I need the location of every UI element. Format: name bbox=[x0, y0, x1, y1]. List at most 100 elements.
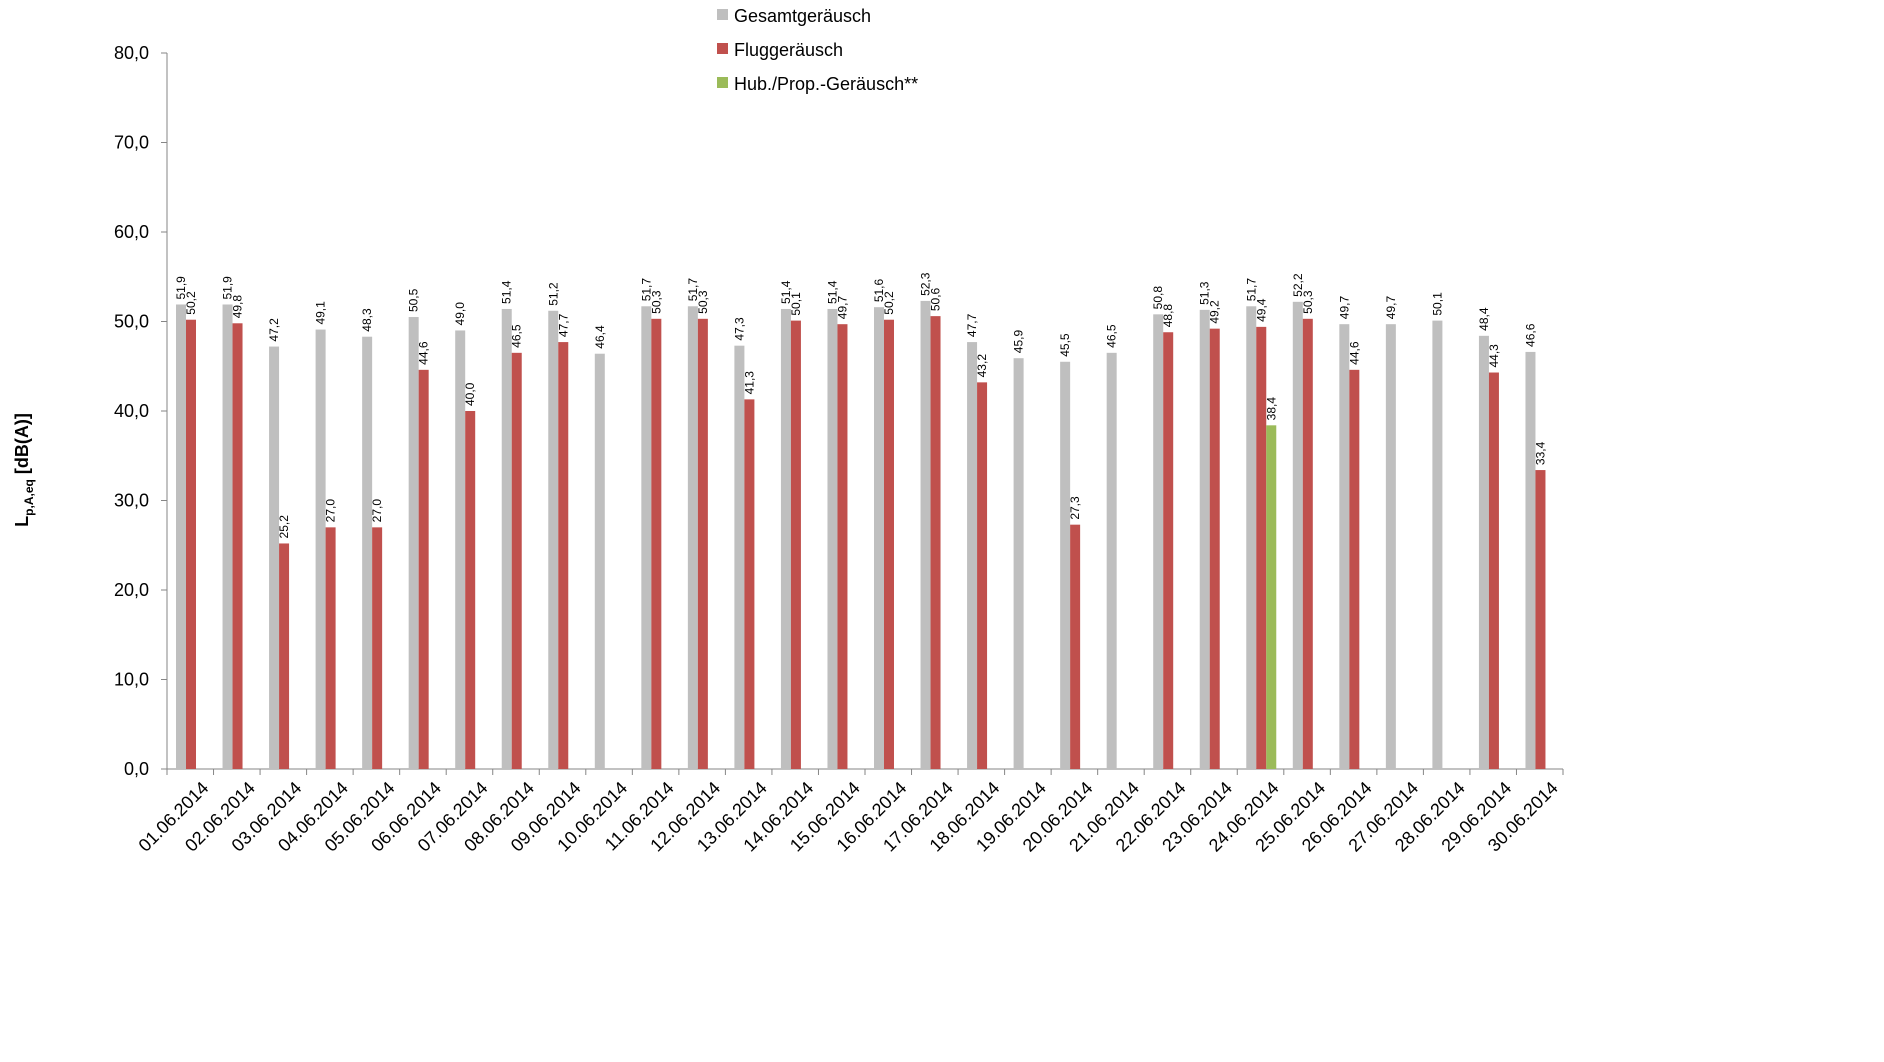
y-tick-label: 0,0 bbox=[124, 759, 149, 779]
data-label: 51,3 bbox=[1198, 281, 1212, 305]
y-tick-label: 70,0 bbox=[114, 133, 149, 153]
bar-flug bbox=[837, 324, 848, 769]
bar-gesamt bbox=[548, 310, 559, 769]
bar-flug bbox=[651, 318, 662, 769]
data-label: 50,8 bbox=[1151, 286, 1165, 310]
data-label: 46,6 bbox=[1523, 323, 1537, 347]
data-label: 49,7 bbox=[1337, 296, 1351, 320]
bar-flug bbox=[372, 527, 383, 769]
bar-flug bbox=[1488, 372, 1499, 769]
bar-gesamt bbox=[1385, 324, 1396, 769]
bar-flug bbox=[1209, 328, 1220, 769]
bars: 51,9 51,9 47,2 49,1 48,3 50,5 49,0 51,4 51,2 46,4… bbox=[174, 272, 1547, 769]
data-label: 51,7 bbox=[1244, 278, 1258, 302]
bar-gesamt bbox=[176, 304, 186, 769]
data-label: 27,3 bbox=[1068, 496, 1082, 520]
data-label: 49,2 bbox=[1208, 300, 1222, 324]
data-label: 45,9 bbox=[1012, 330, 1026, 354]
y-tick-label: 50,0 bbox=[114, 312, 149, 332]
data-label: 46,5 bbox=[1105, 324, 1119, 348]
bar-gesamt bbox=[455, 330, 466, 769]
bar-gesamt bbox=[780, 308, 791, 769]
y-tick-label: 80,0 bbox=[114, 43, 149, 63]
data-label: 49,7 bbox=[1384, 296, 1398, 320]
data-label: 48,4 bbox=[1477, 307, 1491, 331]
data-label: 51,9 bbox=[174, 276, 188, 300]
data-label: 51,4 bbox=[500, 280, 514, 304]
bar-flug bbox=[884, 319, 894, 769]
bar-gesamt bbox=[641, 306, 652, 769]
legend-entry: Hub./Prop.-Geräusch** bbox=[734, 74, 918, 94]
data-label: 49,1 bbox=[314, 301, 328, 325]
data-label: 44,3 bbox=[1487, 344, 1501, 368]
bar-flug bbox=[279, 543, 290, 769]
bar-flug bbox=[325, 527, 336, 769]
bar-flug bbox=[977, 382, 988, 769]
bar-gesamt bbox=[501, 308, 512, 769]
data-label: 47,7 bbox=[965, 313, 979, 337]
data-label: 50,6 bbox=[929, 287, 943, 311]
bar-gesamt bbox=[1525, 351, 1536, 769]
bar-flug bbox=[232, 323, 243, 769]
y-axis-title-unit: [dB(A)] bbox=[12, 413, 32, 479]
bar-gesamt bbox=[874, 307, 884, 769]
bar-gesamt bbox=[1060, 361, 1071, 769]
bar-flug bbox=[465, 411, 476, 769]
bar-gesamt bbox=[1478, 335, 1489, 769]
y-tick-label: 10,0 bbox=[114, 670, 149, 690]
data-label: 27,0 bbox=[324, 499, 338, 523]
bar-gesamt bbox=[967, 342, 978, 769]
data-label: 48,3 bbox=[360, 308, 374, 332]
bar-gesamt bbox=[1432, 320, 1443, 769]
bar-flug bbox=[744, 399, 755, 769]
data-label: 46,4 bbox=[593, 325, 607, 349]
y-axis-title-main: L bbox=[12, 516, 32, 527]
data-label: 49,0 bbox=[453, 302, 467, 326]
data-label: 50,3 bbox=[1301, 290, 1315, 314]
bar-flug bbox=[1256, 326, 1267, 769]
bar-hubprop bbox=[1266, 425, 1277, 769]
bar-flug bbox=[1535, 470, 1546, 769]
y-axis-ticks: 0,0 10,0 20,0 30,0 40,0 50,0 60,0 70,0 80,0 bbox=[114, 43, 167, 779]
bar-gesamt bbox=[362, 336, 373, 769]
data-label: 50,5 bbox=[407, 288, 421, 312]
data-label: 51,9 bbox=[221, 276, 235, 300]
bar-gesamt bbox=[269, 346, 280, 769]
data-label: 50,1 bbox=[1430, 292, 1444, 316]
bar-gesamt bbox=[594, 353, 605, 769]
data-label: 49,4 bbox=[1254, 298, 1268, 322]
bar-flug bbox=[790, 320, 801, 769]
data-label: 49,7 bbox=[835, 296, 849, 320]
data-label: 25,2 bbox=[277, 515, 291, 539]
data-label: 49,8 bbox=[231, 295, 245, 319]
y-tick-label: 40,0 bbox=[114, 401, 149, 421]
bar-flug bbox=[1302, 318, 1313, 769]
data-label: 51,7 bbox=[686, 278, 700, 302]
bar-flug bbox=[1163, 332, 1174, 769]
legend-entry: Fluggeräusch bbox=[734, 40, 843, 60]
bar-flug bbox=[697, 318, 708, 769]
bar-gesamt bbox=[1246, 306, 1257, 769]
bar-gesamt bbox=[1199, 309, 1210, 769]
bar-flug bbox=[418, 369, 429, 769]
data-label: 41,3 bbox=[742, 371, 756, 395]
bar-flug bbox=[1349, 369, 1360, 769]
data-label: 43,2 bbox=[975, 354, 989, 378]
data-label: 44,6 bbox=[1347, 341, 1361, 365]
data-label: 51,4 bbox=[779, 280, 793, 304]
data-label: 50,3 bbox=[649, 290, 663, 314]
data-label: 52,3 bbox=[919, 272, 933, 296]
bar-gesamt bbox=[1153, 314, 1164, 769]
bar-gesamt bbox=[222, 304, 233, 769]
data-label: 38,4 bbox=[1264, 397, 1278, 421]
bar-gesamt bbox=[315, 329, 326, 769]
data-label: 50,2 bbox=[184, 291, 198, 315]
data-label: 50,1 bbox=[789, 292, 803, 316]
bar-gesamt bbox=[734, 345, 745, 769]
data-label: 40,0 bbox=[463, 382, 477, 406]
bar-gesamt bbox=[1013, 358, 1024, 769]
data-label: 33,4 bbox=[1533, 441, 1547, 465]
data-label: 51,4 bbox=[825, 280, 839, 304]
y-tick-label: 60,0 bbox=[114, 222, 149, 242]
data-label: 47,7 bbox=[556, 313, 570, 337]
